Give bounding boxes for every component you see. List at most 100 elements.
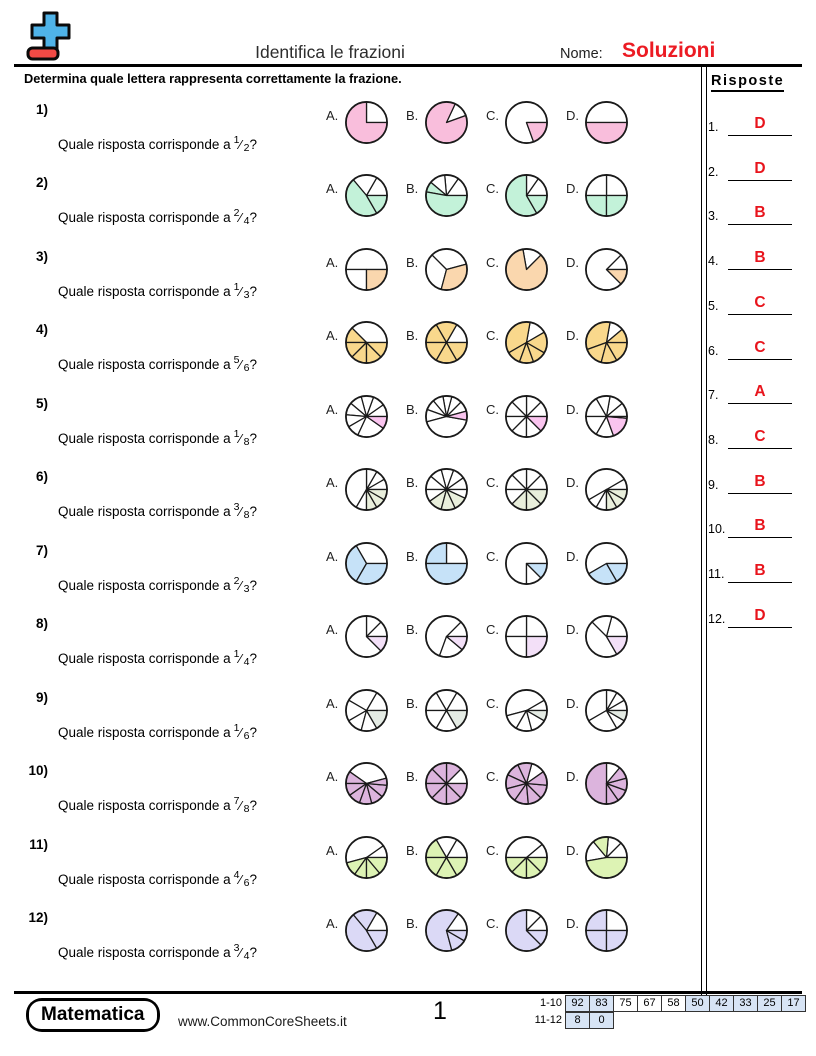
brand-badge: Matematica xyxy=(26,998,160,1032)
question-text: Quale risposta corrisponde a 1⁄ 4? xyxy=(58,648,257,668)
fraction-slash: ⁄ xyxy=(239,724,242,740)
answer-letter: C xyxy=(754,293,766,311)
fraction-denominator: 3 xyxy=(243,582,250,595)
fraction-denominator: 2 xyxy=(243,142,250,154)
fraction-slash: ⁄ xyxy=(239,651,242,667)
question-text-body: Quale risposta corrisponde a xyxy=(58,944,231,960)
grade-row: 11-12 8 0 xyxy=(518,1012,614,1029)
option-label: A. xyxy=(326,328,339,344)
answer-item: 1. D xyxy=(706,112,800,136)
option-label: C. xyxy=(486,108,499,123)
fraction-pie xyxy=(425,908,468,952)
option-label: D. xyxy=(566,548,579,564)
option-label: A. xyxy=(326,842,339,858)
fraction-numerator: 5 xyxy=(233,354,240,367)
option-label: D. xyxy=(566,328,579,344)
answer-letter: D xyxy=(754,159,766,177)
question-text-body: Quale risposta corrisponde a xyxy=(58,651,231,667)
answer-item: 10. B xyxy=(706,514,800,539)
fraction-numerator: 7 xyxy=(233,795,240,808)
fraction-pie xyxy=(425,101,468,144)
fraction-pie xyxy=(585,541,628,585)
fraction-pie xyxy=(585,174,628,218)
fraction-pie xyxy=(345,468,388,512)
answer-number: 12. xyxy=(708,611,726,626)
answer-blank-line xyxy=(728,358,792,360)
option-label: A. xyxy=(326,769,339,785)
answer-number: 10. xyxy=(708,522,726,537)
option-label: A. xyxy=(326,475,339,491)
fraction-pie xyxy=(345,394,388,438)
answer-blank-line xyxy=(728,269,792,271)
answer-letter: B xyxy=(754,517,766,535)
answer-number: 5. xyxy=(708,298,719,313)
fraction-pie xyxy=(585,688,628,732)
question-number: 8) xyxy=(35,616,48,632)
fraction-slash: ⁄ xyxy=(239,944,242,960)
option-label: A. xyxy=(326,254,339,270)
option-label: A. xyxy=(326,401,339,417)
fraction-pie xyxy=(425,835,468,879)
fraction-pie xyxy=(425,688,468,732)
fraction-numerator: 1 xyxy=(233,721,240,734)
answer-letter: A xyxy=(754,383,766,401)
fraction-pie xyxy=(425,321,468,365)
grade-cell: 25 xyxy=(757,995,782,1012)
grade-row-label: 1-10 xyxy=(539,997,562,1009)
option-label: B. xyxy=(406,695,419,711)
option-label: C. xyxy=(486,181,499,197)
fraction-slash: ⁄ xyxy=(239,210,242,226)
answer-blank-line xyxy=(728,224,792,226)
question-text: Quale risposta corrisponde a 1⁄ 3? xyxy=(58,281,257,301)
answer-number: 8. xyxy=(708,433,719,448)
fraction-denominator: 3 xyxy=(243,288,250,301)
answer-blank-line xyxy=(728,403,792,405)
fraction-pie xyxy=(505,615,548,659)
question-text: Quale risposta corrisponde a 1⁄ 8? xyxy=(58,428,257,448)
option-label: D. xyxy=(566,622,579,638)
question-number: 12) xyxy=(28,909,48,925)
fraction-pie xyxy=(345,541,388,585)
option-label: C. xyxy=(486,475,499,491)
fraction-pie xyxy=(505,835,548,879)
question-number: 5) xyxy=(35,395,48,411)
grade-row-label: 11-12 xyxy=(534,1014,562,1026)
answer-blank-line xyxy=(728,537,792,539)
option-label: D. xyxy=(566,475,579,491)
question-text-body: Quale risposta corrisponde a xyxy=(58,504,231,520)
fraction-pie xyxy=(505,908,548,952)
fraction-pie xyxy=(585,101,628,144)
question-text: Quale risposta corrisponde a 3⁄ 8? xyxy=(58,501,257,521)
fraction-numerator: 2 xyxy=(233,207,240,220)
fraction-denominator: 6 xyxy=(243,729,250,742)
option-label: C. xyxy=(486,622,499,638)
answer-item: 6. C xyxy=(706,336,800,360)
fraction-numerator: 3 xyxy=(233,941,240,954)
fraction-pie xyxy=(585,468,628,512)
option-label: C. xyxy=(486,915,499,931)
fraction-pie xyxy=(345,321,388,365)
answer-blank-line xyxy=(728,492,792,494)
option-label: B. xyxy=(406,548,419,564)
fraction-pie xyxy=(345,174,388,218)
option-label: A. xyxy=(326,181,339,197)
question-row: 7) A. B. C. D. Quale risposta corrisponde a 2⁄… xyxy=(0,537,700,611)
question-row: 3) A. B. C. D. Quale risposta corrisponde a 1⁄… xyxy=(0,243,700,317)
fraction-pie xyxy=(585,394,628,438)
footer-rule xyxy=(14,991,802,994)
question-mark: ? xyxy=(249,357,257,373)
fraction-pie xyxy=(345,762,388,805)
answer-letter: D xyxy=(754,606,766,624)
fraction-pie xyxy=(345,247,388,291)
option-label: D. xyxy=(566,842,579,858)
option-label: D. xyxy=(566,181,579,197)
question-text: Quale risposta corrisponde a 2⁄ 4? xyxy=(58,207,257,227)
answer-item: 11. B xyxy=(706,559,800,584)
grade-cell: 67 xyxy=(637,995,662,1012)
question-mark: ? xyxy=(249,871,257,887)
answer-letter: B xyxy=(754,249,766,267)
